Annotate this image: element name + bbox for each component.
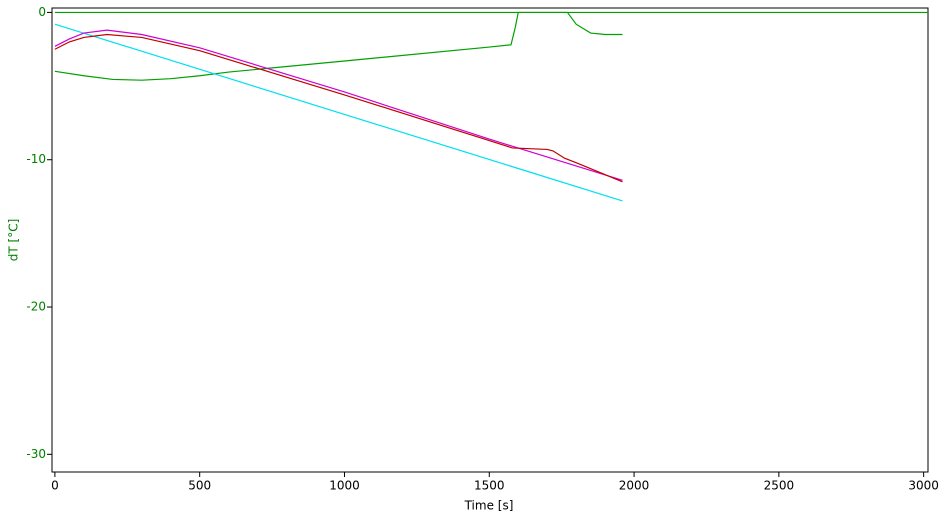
plot-frame xyxy=(51,7,929,473)
y-tick-label: -10 xyxy=(26,152,46,166)
y-tick-label: -20 xyxy=(26,300,46,314)
x-tick-label: 1500 xyxy=(474,479,505,493)
y-tick-label: 0 xyxy=(38,5,46,19)
x-tick-label: 1000 xyxy=(329,479,360,493)
x-tick-label: 500 xyxy=(188,479,211,493)
series-line xyxy=(54,11,623,81)
y-axis-label: dT [°C] xyxy=(7,219,21,262)
x-axis-label: Time [s] xyxy=(464,499,514,513)
y-tick-label: -30 xyxy=(26,447,46,461)
x-tick-label: 0 xyxy=(51,479,59,493)
x-tick-label: 3000 xyxy=(908,479,939,493)
series-line xyxy=(54,33,623,183)
series-line xyxy=(54,29,623,181)
series-line xyxy=(54,23,623,202)
x-tick-label: 2500 xyxy=(764,479,795,493)
x-tick-label: 2000 xyxy=(619,479,650,493)
